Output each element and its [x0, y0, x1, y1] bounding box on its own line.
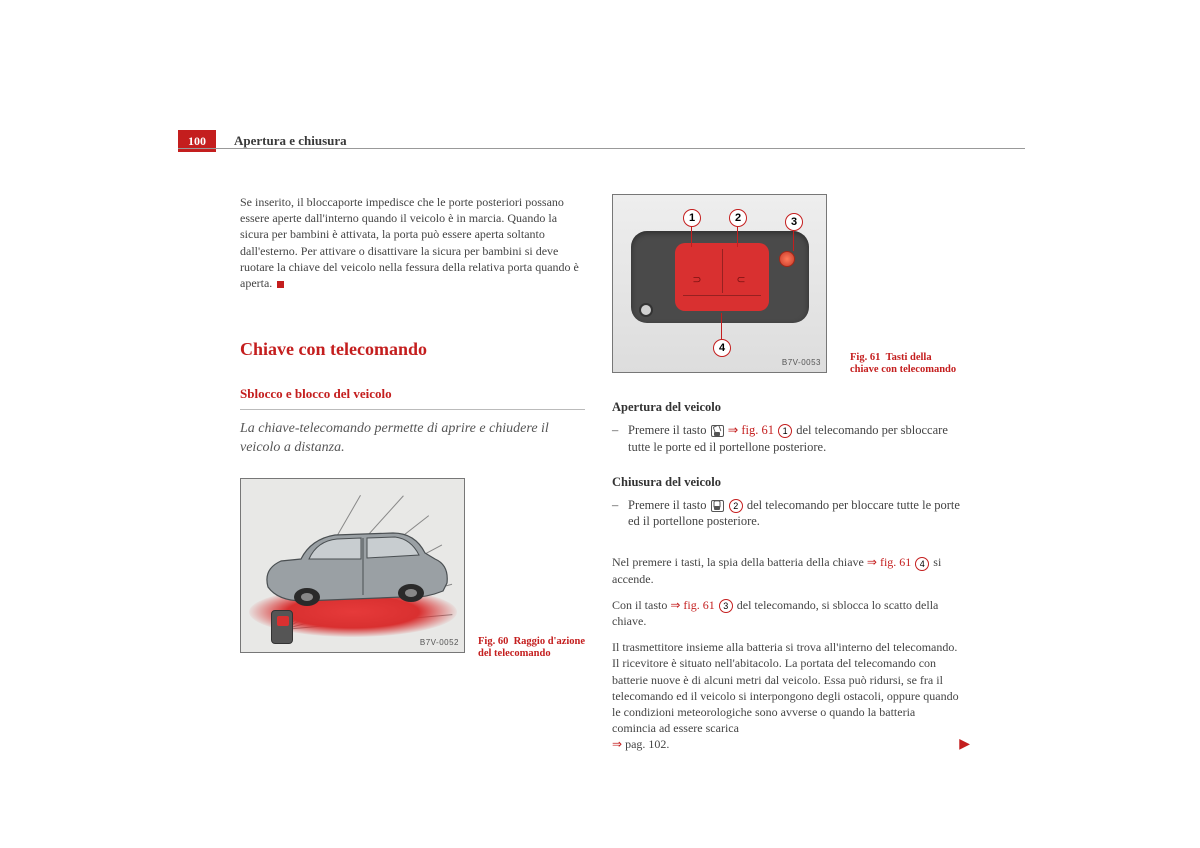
unlock-icon: ⊃	[691, 273, 703, 285]
callout-line	[737, 225, 738, 247]
close-instruction: – Premere il tasto 2 del telecomando per…	[612, 497, 962, 531]
t: Il trasmettitore insieme alla batteria s…	[612, 640, 959, 735]
open-text: Premere il tasto ⇒ fig. 61 1 del telecom…	[628, 422, 962, 456]
arrow-icon: ⇒	[612, 737, 622, 751]
figure-61-image: ⊃ ⊂ 1 2 3 4 B7V-0053	[612, 194, 827, 373]
t: Premere il tasto	[628, 423, 706, 437]
fig-ref: fig. 61	[741, 423, 774, 437]
t: Nel premere i tasti, la spia della batte…	[612, 555, 864, 569]
intro-paragraph: Se inserito, il bloccaporte impedisce ch…	[240, 194, 585, 291]
lock-icon: ⊂	[735, 273, 747, 285]
arrow-icon: ⇒	[670, 598, 680, 612]
figure-61-ref: Fig. 61	[850, 352, 880, 363]
figure-60-ref: Fig. 60	[478, 636, 508, 647]
right-column: ⊃ ⊂ 1 2 3 4 B7V-0053 Fig. 61 Tasti della…	[612, 194, 962, 752]
lock-button-icon	[711, 500, 724, 512]
heading-close: Chiusura del veicolo	[612, 474, 962, 491]
callout-line	[691, 225, 692, 247]
open-instruction: – Premere il tasto ⇒ fig. 61 1 del telec…	[612, 422, 962, 456]
arrow-icon: ⇒	[728, 423, 738, 437]
heading-main: Chiave con telecomando	[240, 337, 585, 361]
dash: –	[612, 422, 628, 456]
figure-60-code: B7V-0052	[420, 638, 459, 649]
key-body: ⊃ ⊂	[631, 231, 809, 323]
left-column: Se inserito, il bloccaporte impedisce ch…	[240, 194, 585, 653]
callout-3: 3	[785, 213, 803, 231]
ref-num: 4	[915, 557, 929, 571]
figure-60-image: B7V-0052	[240, 478, 465, 653]
intro-italic: La chiave-telecomando permette di aprire…	[240, 420, 585, 458]
arrow-icon: ⇒	[867, 555, 877, 569]
ref-num: 1	[778, 424, 792, 438]
fig-ref: fig. 61	[683, 598, 714, 612]
ref-num: 3	[719, 599, 733, 613]
para-transmitter: Il trasmettitore insieme alla batteria s…	[612, 639, 962, 752]
sub-rule	[240, 409, 585, 410]
header-rule	[178, 148, 1025, 149]
callout-4: 4	[713, 339, 731, 357]
remote-icon	[271, 610, 293, 644]
heading-sub: Sblocco e blocco del veicolo	[240, 385, 585, 403]
car-icon	[253, 509, 453, 619]
callout-1: 1	[683, 209, 701, 227]
key-led-icon	[779, 251, 795, 267]
t: Con il tasto	[612, 598, 667, 612]
key-ring-icon	[639, 303, 653, 317]
intro-text: Se inserito, il bloccaporte impedisce ch…	[240, 195, 579, 290]
figure-61-caption: Fig. 61 Tasti della chiave con telecoman…	[850, 352, 960, 376]
dash: –	[612, 497, 628, 531]
page-ref: pag. 102.	[625, 737, 669, 751]
figure-60: B7V-0052 Fig. 60 Raggio d'azione del tel…	[240, 478, 467, 653]
close-text: Premere il tasto 2 del telecomando per b…	[628, 497, 962, 531]
end-marker-icon	[277, 281, 284, 288]
key-button-panel: ⊃ ⊂	[675, 243, 769, 311]
unlock-button-icon	[711, 425, 724, 437]
ref-num: 2	[729, 499, 743, 513]
callout-line	[793, 229, 794, 251]
divider	[683, 295, 761, 307]
divider	[722, 249, 723, 293]
callout-line	[721, 313, 722, 339]
fig-ref: fig. 61	[880, 555, 911, 569]
callout-2: 2	[729, 209, 747, 227]
figure-61-code: B7V-0053	[782, 358, 821, 369]
t: Premere il tasto	[628, 498, 706, 512]
figure-61: ⊃ ⊂ 1 2 3 4 B7V-0053 Fig. 61 Tasti della…	[612, 194, 829, 373]
figure-60-caption: Fig. 60 Raggio d'azione del telecomando	[478, 636, 588, 660]
para-led: Nel premere i tasti, la spia della batte…	[612, 554, 962, 586]
heading-open: Apertura del veicolo	[612, 399, 962, 416]
continue-arrow-icon: ▶	[959, 736, 970, 755]
para-release: Con il tasto ⇒ fig. 61 3 del telecomando…	[612, 597, 962, 629]
